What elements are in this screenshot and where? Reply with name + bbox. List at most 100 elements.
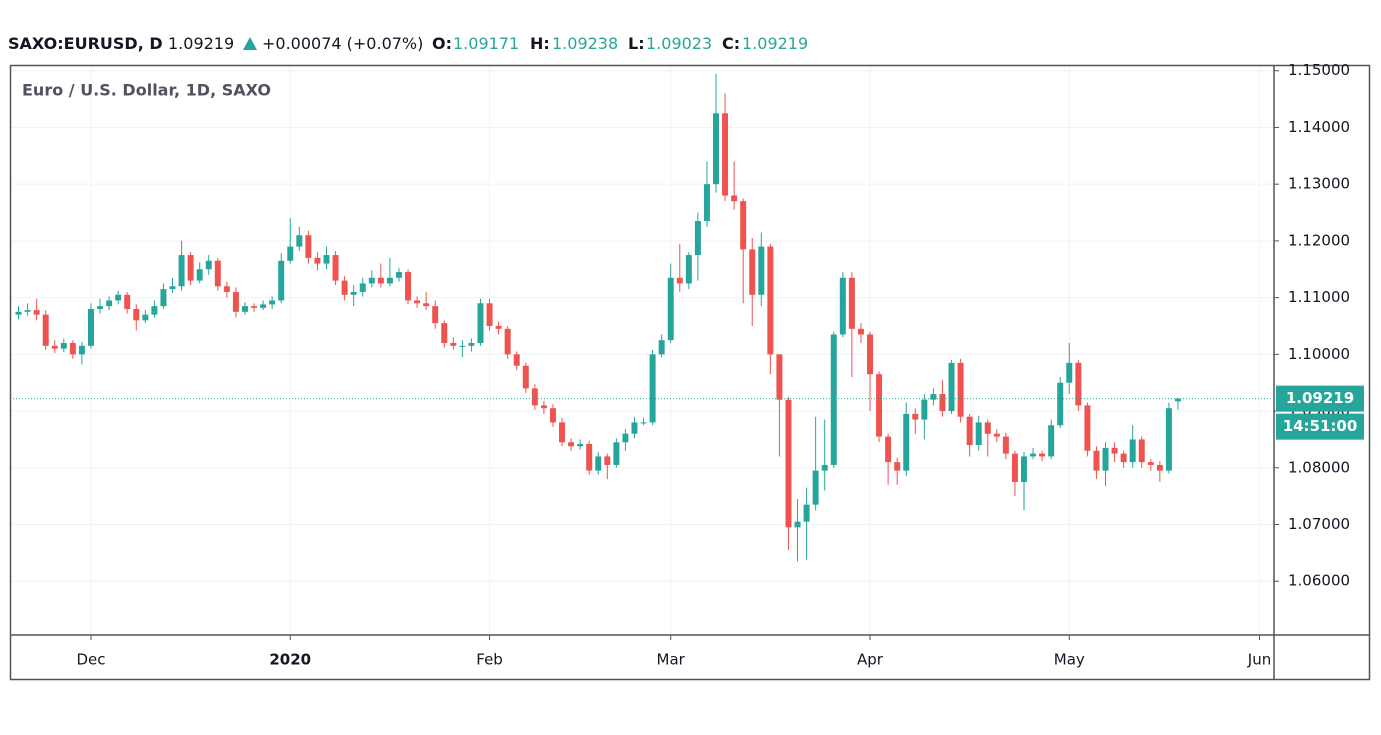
candle-body xyxy=(232,291,239,312)
candle-body xyxy=(187,255,194,281)
y-tick-label: 1.07000 xyxy=(1288,515,1350,533)
candle-body xyxy=(1021,456,1027,482)
candle-body xyxy=(1174,398,1181,402)
candle-body xyxy=(151,306,158,315)
candle-body xyxy=(794,521,801,528)
candle-body xyxy=(513,354,520,366)
y-tick-label: 1.14000 xyxy=(1288,118,1350,136)
candle-body xyxy=(241,306,248,312)
candle-body xyxy=(984,422,991,434)
candle-body xyxy=(196,269,203,281)
candle-body xyxy=(51,345,58,349)
candle-body xyxy=(821,464,828,471)
open-label: O: xyxy=(432,34,452,53)
candle-body xyxy=(939,394,946,412)
candle-body xyxy=(912,413,919,420)
candle-body xyxy=(450,342,457,346)
candle-body xyxy=(260,304,267,308)
candle-body xyxy=(169,286,176,290)
candle-body xyxy=(703,184,710,222)
candle-body xyxy=(993,433,1000,437)
up-arrow xyxy=(243,37,257,50)
candle-body xyxy=(1030,453,1037,457)
last-price-label: 1.09219 xyxy=(1286,389,1354,407)
y-tick-label: 1.15000 xyxy=(1288,61,1350,79)
candle-body xyxy=(622,433,629,443)
candle-body xyxy=(749,249,756,295)
candle-body xyxy=(722,113,729,196)
candle-body xyxy=(776,354,783,400)
candle-body xyxy=(1129,439,1136,463)
candle-body xyxy=(640,422,647,424)
candle-body xyxy=(848,277,855,329)
y-tick-label: 1.12000 xyxy=(1288,231,1350,249)
change: +0.00074 (+0.07%) xyxy=(262,34,423,53)
candle-body xyxy=(305,235,312,258)
candle-body xyxy=(60,342,67,349)
candle-body xyxy=(459,345,466,347)
candle-body xyxy=(857,328,864,335)
candle-body xyxy=(903,413,910,471)
candle-body xyxy=(803,504,810,522)
candle-body xyxy=(975,422,982,446)
candle-body xyxy=(1011,453,1018,482)
candle-body xyxy=(323,255,330,264)
candle-body xyxy=(921,399,928,420)
candle-body xyxy=(658,340,665,355)
close-label: C: xyxy=(722,34,740,53)
candle-body xyxy=(395,272,402,278)
countdown-label: 14:51:00 xyxy=(1283,417,1358,435)
symbol: SAXO:EURUSD, D xyxy=(8,34,163,53)
candle-body xyxy=(649,354,656,423)
high-value: 1.09238 xyxy=(552,34,618,53)
candle-body xyxy=(522,365,529,389)
candle-body xyxy=(423,303,430,307)
candle-body xyxy=(1093,450,1100,471)
header: SAXO:EURUSD, D 1.09219 +0.00074 (+0.07%)… xyxy=(8,34,808,53)
candle-body xyxy=(1039,453,1046,457)
y-tick-label: 1.10000 xyxy=(1288,345,1350,363)
candle-body xyxy=(296,235,303,247)
candle-body xyxy=(115,294,122,301)
y-tick-label: 1.11000 xyxy=(1288,288,1350,306)
candle-body xyxy=(785,399,792,528)
candle-body xyxy=(540,405,547,409)
candle-body xyxy=(214,260,221,287)
x-tick-label: May xyxy=(1054,651,1085,669)
candle-body xyxy=(377,277,384,284)
candle-body xyxy=(631,422,638,434)
candle-body xyxy=(468,342,475,346)
candle-body xyxy=(1075,362,1082,406)
candle-body xyxy=(160,289,167,307)
candle-body xyxy=(97,306,104,309)
x-tick-label: Jun xyxy=(1247,651,1271,669)
candle-body xyxy=(87,308,94,346)
candle-body xyxy=(758,246,765,295)
x-tick-label: Apr xyxy=(857,651,884,669)
candle-body xyxy=(269,300,276,305)
x-tick-label: 2020 xyxy=(269,651,311,669)
candle-body xyxy=(78,345,85,355)
candle-body xyxy=(42,314,49,346)
y-tick-label: 1.08000 xyxy=(1288,458,1350,476)
last-price: 1.09219 xyxy=(168,34,234,53)
candle-body xyxy=(867,334,873,375)
candle-body xyxy=(713,113,719,185)
high-label: H: xyxy=(530,34,550,53)
close-value: 1.09219 xyxy=(742,34,808,53)
candle-body xyxy=(568,442,575,447)
candle-body xyxy=(731,195,738,202)
candle-body xyxy=(405,272,412,301)
candle-body xyxy=(386,277,393,284)
candle-body xyxy=(1057,382,1064,426)
candle-body xyxy=(559,422,566,443)
candle-body xyxy=(830,334,837,465)
y-tick-label: 1.06000 xyxy=(1288,572,1350,590)
candle-body xyxy=(350,291,357,295)
candle-body xyxy=(368,277,375,284)
candle-body xyxy=(1048,425,1055,457)
candle-body xyxy=(287,246,294,261)
candle-body xyxy=(839,277,846,335)
candle-body xyxy=(142,314,149,321)
candle-body xyxy=(1156,464,1163,471)
